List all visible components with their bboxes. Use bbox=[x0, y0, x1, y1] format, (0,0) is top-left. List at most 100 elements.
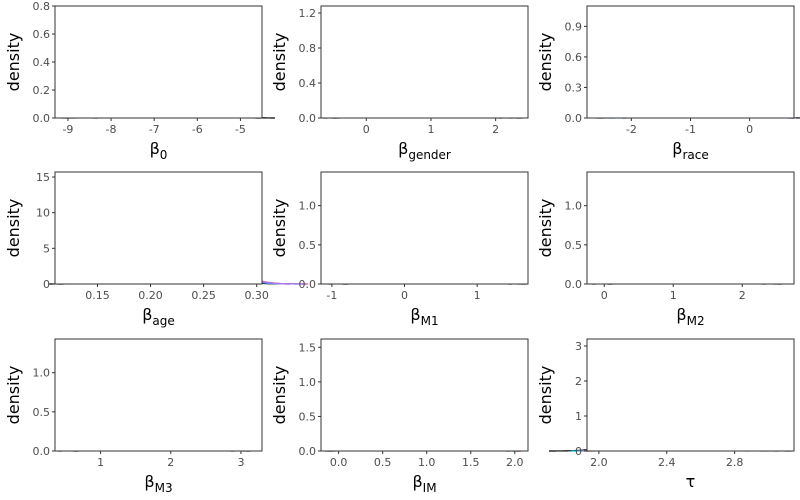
x-tick-label: 0.25 bbox=[191, 289, 216, 302]
y-tick-label: 0.0 bbox=[565, 112, 583, 125]
y-axis-title: density bbox=[4, 33, 23, 92]
y-tick-label: 2 bbox=[575, 375, 582, 388]
panel-0: -9 -8 -7 -6 -5 0.0 0.2 0.4 0.6 0.8 density β0 bbox=[4, 0, 275, 162]
x-tick-label: 0.20 bbox=[138, 289, 163, 302]
x-tick-label: -1 bbox=[685, 123, 696, 136]
panel-border bbox=[586, 5, 795, 119]
x-axis-subscript: age bbox=[152, 314, 174, 328]
x-axis-title: βM2 bbox=[676, 305, 704, 328]
y-tick-label: 0 bbox=[43, 278, 50, 291]
x-tick-label: 2 bbox=[167, 456, 174, 469]
panel-border bbox=[54, 5, 263, 119]
x-tick-label: 0 bbox=[601, 289, 608, 302]
y-tick-label: 15 bbox=[36, 171, 50, 184]
y-tick-label: 0.3 bbox=[565, 81, 583, 94]
panel-3: 0.15 0.20 0.25 0.30 0 5 10 15 density βage bbox=[4, 171, 309, 328]
x-axis-title: βgender bbox=[398, 139, 451, 162]
x-axis-subscript: race bbox=[682, 148, 708, 162]
y-tick-label: 0.5 bbox=[299, 239, 317, 252]
panel-border bbox=[54, 171, 263, 285]
y-tick-label: 1.5 bbox=[299, 341, 317, 354]
x-tick-label: 1 bbox=[670, 289, 677, 302]
x-tick-label: -6 bbox=[192, 123, 203, 136]
panel-border bbox=[586, 171, 795, 285]
y-axis-title: density bbox=[270, 366, 289, 425]
x-tick-label: 2.0 bbox=[590, 456, 608, 469]
y-tick-label: 0.0 bbox=[33, 112, 51, 125]
x-axis-title: τ bbox=[686, 472, 696, 491]
x-tick-label: -2 bbox=[626, 123, 637, 136]
panel-7: 0.0 0.5 1.0 1.5 2.0 0.0 0.5 1.0 1.5 density βIM bbox=[270, 338, 529, 495]
x-axis-symbol: β bbox=[676, 305, 686, 324]
x-axis-subscript: M1 bbox=[421, 314, 439, 328]
y-tick-label: 0.0 bbox=[565, 278, 583, 291]
x-axis-subscript: 0 bbox=[160, 148, 168, 162]
x-axis-subscript: M3 bbox=[155, 481, 173, 495]
y-axis-title: density bbox=[270, 199, 289, 258]
y-tick-label: 5 bbox=[43, 242, 50, 255]
y-tick-label: 0.8 bbox=[299, 42, 317, 55]
x-axis-title: βM1 bbox=[410, 305, 438, 328]
x-tick-label: 0.30 bbox=[244, 289, 269, 302]
y-axis-title: density bbox=[270, 33, 289, 92]
panel-border bbox=[586, 338, 795, 452]
panel-5: 0 1 2 0.0 0.5 1.0 density βM2 bbox=[536, 171, 795, 328]
x-tick-label: 2.8 bbox=[726, 456, 744, 469]
y-tick-label: 10 bbox=[36, 207, 50, 220]
x-axis-title: βIM bbox=[412, 472, 436, 495]
y-tick-label: 0.6 bbox=[33, 28, 51, 41]
y-tick-label: 1.0 bbox=[299, 376, 317, 389]
y-tick-label: 1.0 bbox=[33, 367, 51, 380]
x-tick-label: -5 bbox=[235, 123, 246, 136]
y-tick-label: 0.2 bbox=[33, 84, 51, 97]
x-tick-label: -7 bbox=[149, 123, 160, 136]
x-tick-label: 1.5 bbox=[462, 456, 480, 469]
y-tick-label: 0.9 bbox=[565, 20, 583, 33]
x-tick-label: 0.5 bbox=[374, 456, 392, 469]
x-tick-label: 1.0 bbox=[418, 456, 436, 469]
y-axis-title: density bbox=[536, 33, 555, 92]
y-tick-label: 0.5 bbox=[33, 406, 51, 419]
y-axis-title: density bbox=[4, 366, 23, 425]
x-axis-symbol: β bbox=[410, 305, 420, 324]
x-tick-label: 0.15 bbox=[85, 289, 110, 302]
x-tick-label: 0 bbox=[746, 123, 753, 136]
x-tick-label: 2 bbox=[739, 289, 746, 302]
y-tick-label: 0.5 bbox=[299, 410, 317, 423]
y-tick-label: 0.0 bbox=[299, 278, 317, 291]
x-axis-symbol: β bbox=[144, 472, 154, 491]
y-axis-title: density bbox=[536, 366, 555, 425]
y-axis-title: density bbox=[536, 199, 555, 258]
x-axis-symbol: β bbox=[672, 139, 682, 158]
x-tick-label: 1 bbox=[97, 456, 104, 469]
x-tick-label: 2 bbox=[492, 123, 499, 136]
y-tick-label: 1.2 bbox=[299, 7, 317, 20]
panel-1: 0 1 2 0.0 0.4 0.8 1.2 density βgender bbox=[270, 5, 529, 162]
x-tick-label: 1 bbox=[427, 123, 434, 136]
y-tick-label: 0.0 bbox=[299, 445, 317, 458]
panel-2: -2 -1 0 0.0 0.3 0.6 0.9 density βrace bbox=[536, 5, 800, 162]
y-tick-label: 0.8 bbox=[33, 0, 51, 13]
panel-border bbox=[320, 5, 529, 119]
x-tick-label: 3 bbox=[237, 456, 244, 469]
panel-border bbox=[54, 338, 263, 452]
panel-border bbox=[320, 171, 529, 285]
x-tick-label: -1 bbox=[326, 289, 337, 302]
y-tick-label: 0.4 bbox=[299, 77, 317, 90]
x-tick-label: 2.4 bbox=[658, 456, 676, 469]
y-tick-label: 0.4 bbox=[33, 56, 51, 69]
x-tick-label: 1 bbox=[474, 289, 481, 302]
y-tick-label: 0.5 bbox=[565, 239, 583, 252]
panel-4: -1 0 1 0.0 0.5 1.0 density βM1 bbox=[270, 171, 529, 328]
x-axis-symbol: β bbox=[142, 305, 152, 324]
panel-6: 1 2 3 0.0 0.5 1.0 density βM3 bbox=[4, 338, 263, 495]
x-tick-label: -9 bbox=[62, 123, 73, 136]
x-axis-title: βage bbox=[142, 305, 175, 328]
panel-8: 2.0 2.4 2.8 0 1 2 3 density τ bbox=[536, 338, 795, 491]
x-axis-title: β0 bbox=[150, 139, 168, 162]
x-tick-label: -8 bbox=[106, 123, 117, 136]
x-axis-symbol: β bbox=[150, 139, 160, 158]
x-axis-title: βrace bbox=[672, 139, 709, 162]
panel-border bbox=[320, 338, 529, 452]
